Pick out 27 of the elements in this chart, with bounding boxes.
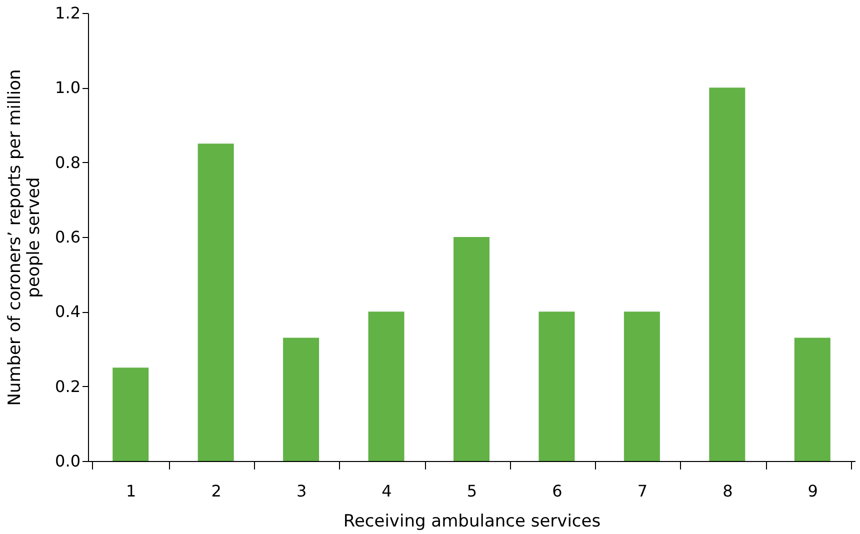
y-axis-title: Number of coroners’ reports per million people served [5,69,44,406]
y-tick-label: 0.4 [55,302,80,322]
x-tick-label: 1 [126,482,136,500]
bar [454,237,490,461]
bar [709,88,746,461]
x-tick-label: 2 [211,482,222,500]
y-tick-label: 1.2 [55,4,80,22]
x-tick-label: 6 [552,482,562,500]
x-tick-label: 7 [637,482,648,500]
y-tick-label: 0.2 [55,376,80,396]
x-tick-label: 3 [296,482,307,500]
y-tick-label: 1.0 [55,78,80,98]
bar [283,338,320,461]
y-tick-label: 0.8 [55,152,80,172]
bar [624,312,660,461]
bar [198,144,234,461]
bar [794,338,830,461]
y-tick-label: 0.6 [55,228,80,246]
bar [368,312,404,461]
x-tick-label: 9 [808,482,818,500]
x-axis-title: Receiving ambulance services [343,512,601,532]
bar [538,312,575,461]
x-tick-label: 8 [722,482,733,500]
y-tick-label: 0.0 [55,452,80,470]
x-tick-label: 4 [382,482,392,500]
bar [112,368,149,461]
x-tick-label: 5 [466,482,478,500]
